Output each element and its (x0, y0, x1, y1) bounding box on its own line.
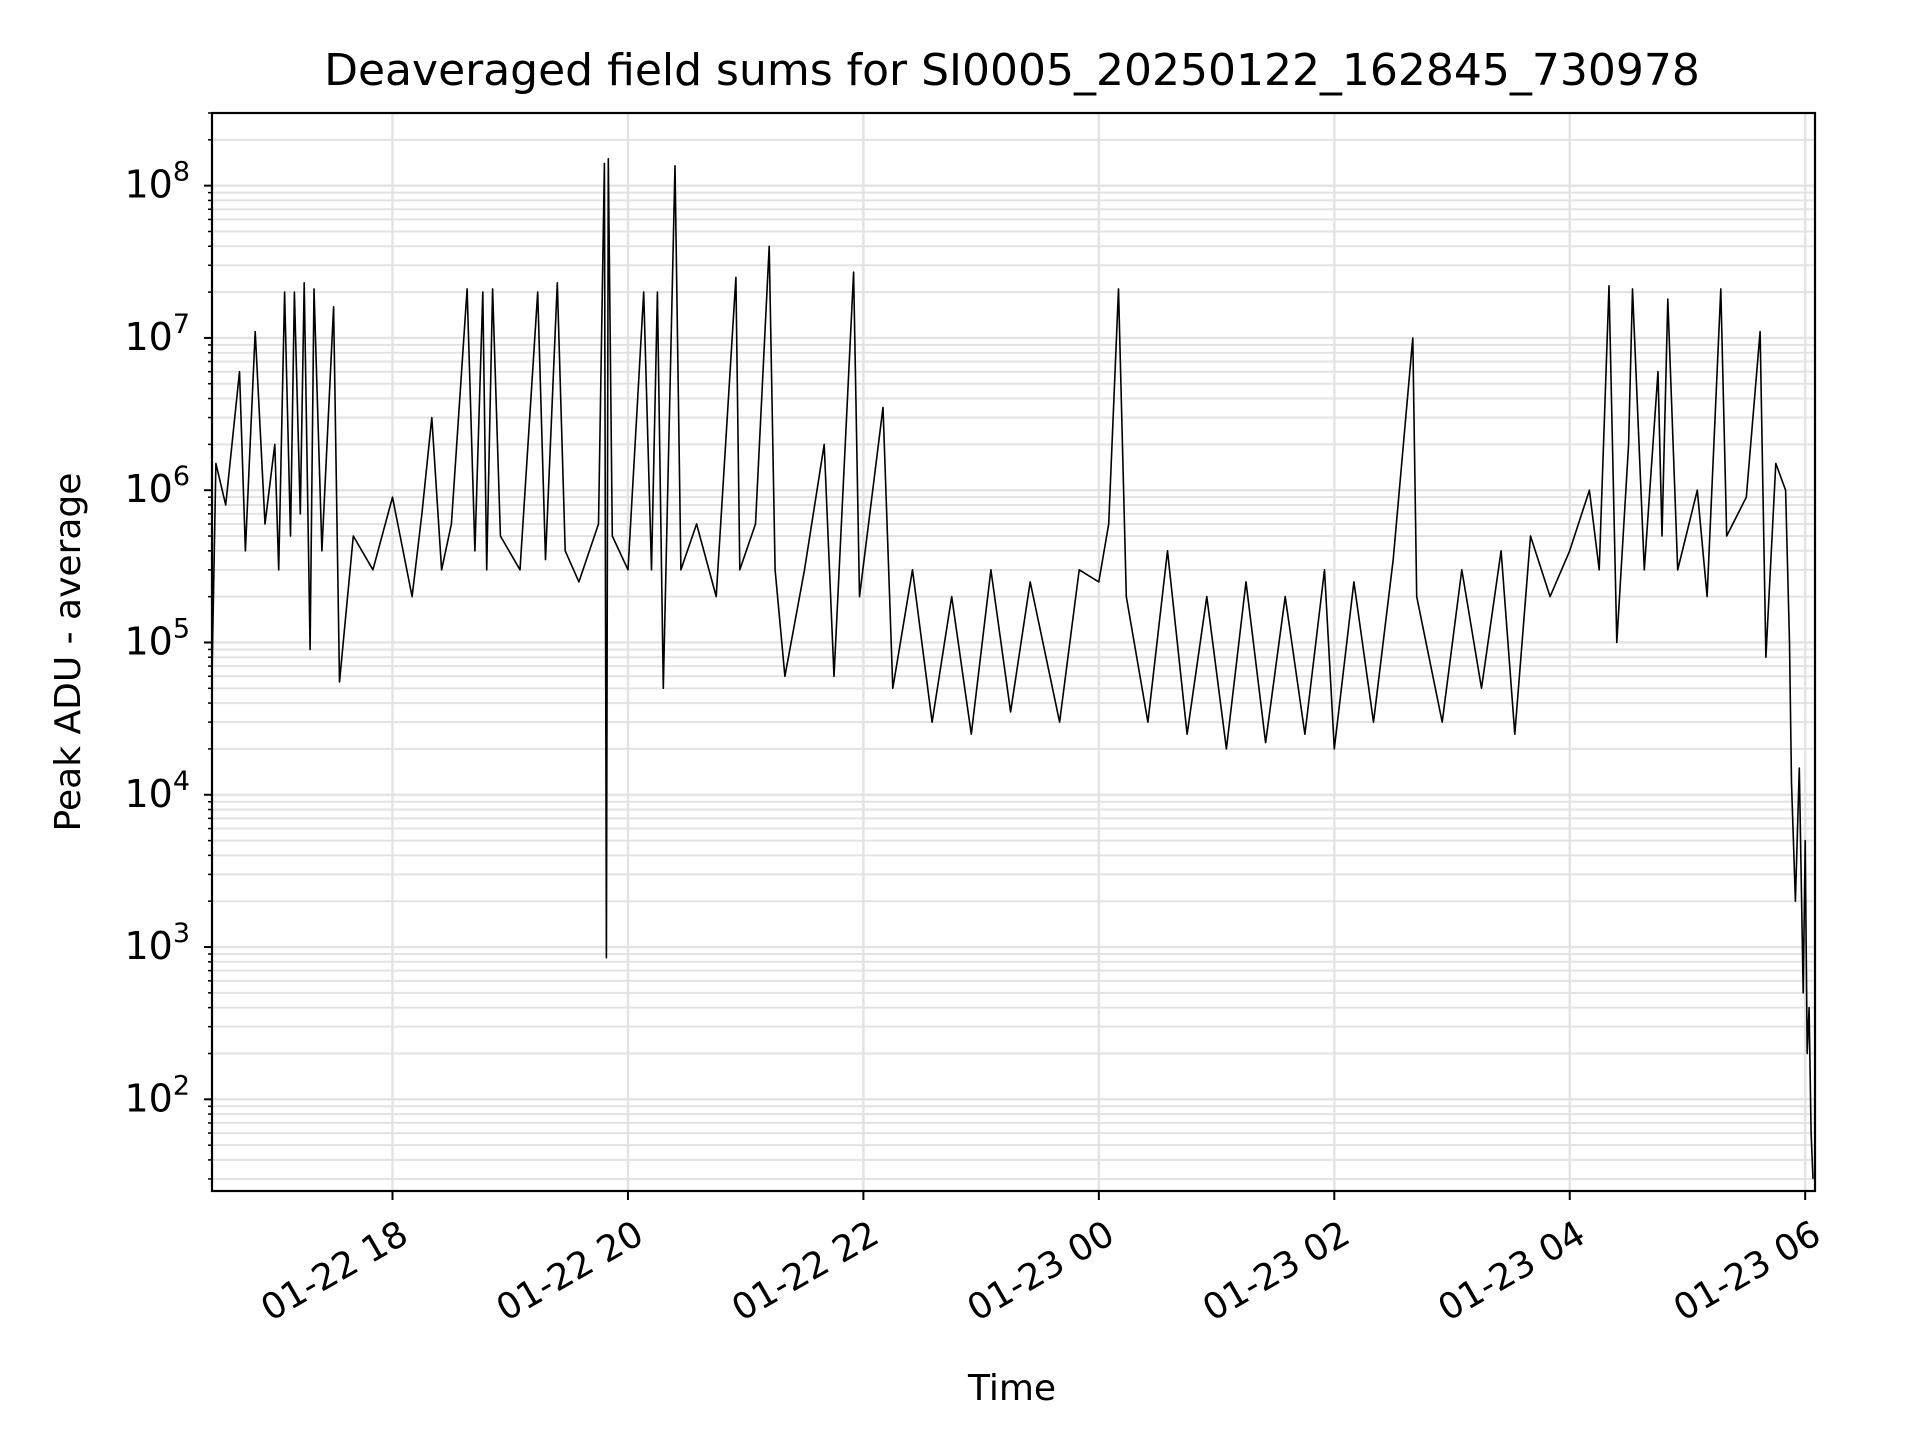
series-layer (211, 158, 1814, 1179)
x-axis-label: Time (967, 1368, 1056, 1409)
y-tick-label: 107 (124, 309, 190, 359)
y-tick-label: 104 (124, 766, 190, 816)
grid-layer (212, 112, 1815, 1191)
y-tick-label: 105 (124, 613, 190, 663)
y-axis-label: Peak ADU - average (48, 473, 89, 832)
y-tick-label: 106 (124, 461, 190, 511)
plot-frame (210, 111, 1817, 1193)
y-tick-label: 103 (124, 918, 190, 968)
chart-title: Deaveraged field sums for SI0005_2025012… (324, 45, 1700, 96)
y-tick-label: 102 (124, 1070, 190, 1120)
series-line (211, 158, 1814, 1179)
y-tick-label: 108 (124, 157, 190, 207)
